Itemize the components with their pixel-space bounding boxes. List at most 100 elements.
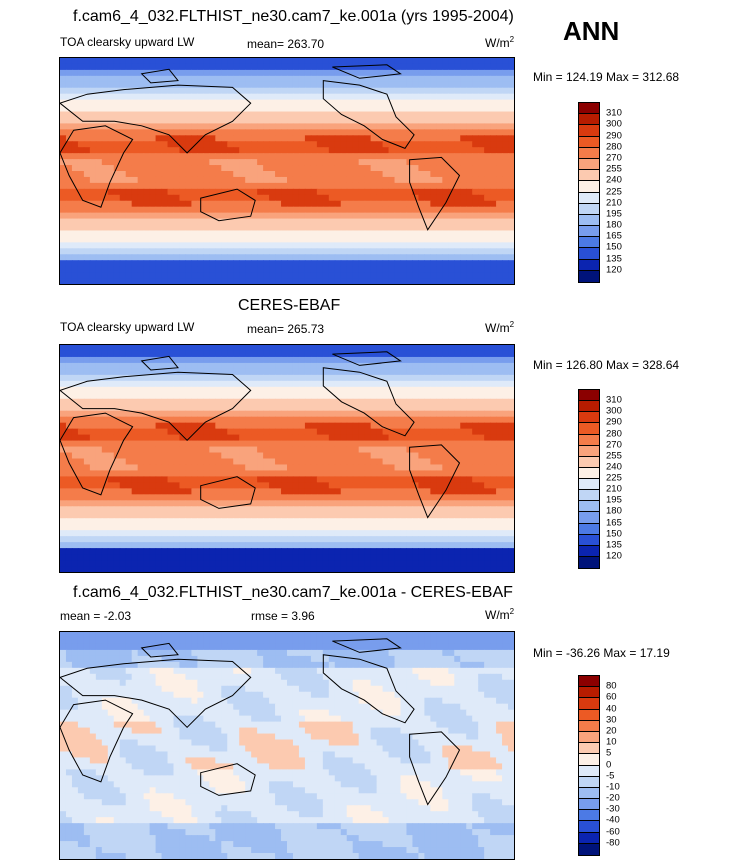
field-cell [65, 278, 73, 284]
field-cell [436, 165, 443, 172]
field-cell [436, 248, 443, 255]
field-cell [251, 404, 258, 412]
field-cell [454, 350, 461, 358]
field-cell [101, 422, 109, 430]
field-cell [376, 345, 384, 352]
field-cell [376, 482, 384, 489]
field-cell [310, 99, 318, 107]
field-cell [239, 153, 246, 160]
field-cell [484, 69, 491, 77]
field-cell [95, 416, 103, 424]
field-cell [101, 350, 109, 358]
field-cell [269, 63, 276, 71]
field-cell [370, 105, 378, 113]
field-cell [143, 386, 151, 394]
field-cell [233, 345, 240, 352]
field-cell [251, 93, 258, 101]
field-cell [95, 356, 103, 364]
field-cell [77, 506, 85, 513]
field-cell [328, 242, 336, 249]
field-cell [161, 176, 169, 184]
field-cell [173, 416, 181, 424]
field-cell [155, 242, 163, 249]
field-cell [203, 159, 210, 166]
field-cell [71, 345, 79, 352]
field-cell [179, 362, 187, 370]
field-cell [161, 63, 169, 71]
field-cell [227, 147, 234, 154]
field-cell [502, 176, 509, 184]
field-cell [215, 218, 222, 226]
field-cell [215, 416, 222, 424]
field-cell [310, 278, 318, 284]
field-cell [263, 75, 270, 83]
field-cell [287, 206, 294, 214]
field-cell [496, 482, 503, 489]
field-cell [454, 248, 461, 255]
field-cell [472, 236, 479, 243]
field-cell [418, 81, 425, 89]
field-cell [203, 171, 210, 178]
field-cell [352, 75, 360, 83]
field-cell [352, 159, 360, 166]
field-cell [388, 117, 396, 125]
field-cell [400, 254, 408, 261]
field-cell [281, 87, 288, 95]
field-cell [502, 171, 509, 178]
field-cell [89, 141, 97, 148]
field-cell [496, 345, 503, 352]
field-cell [119, 182, 127, 190]
field-cell [376, 392, 384, 400]
field-cell [352, 374, 360, 382]
field-cell [430, 171, 437, 178]
field-cell [71, 93, 79, 101]
field-cell [472, 254, 479, 261]
field-cell [358, 87, 366, 95]
field-cell [143, 159, 151, 166]
field-cell [197, 165, 204, 172]
field-cell [161, 182, 169, 190]
field-cell [60, 452, 67, 460]
field-cell [60, 410, 67, 418]
field-cell [287, 87, 294, 95]
field-cell [316, 452, 324, 460]
field-cell [346, 398, 354, 406]
field-cell [418, 99, 425, 107]
field-cell [478, 75, 485, 83]
field-cell [334, 410, 342, 418]
field-cell [484, 58, 491, 65]
field-cell [125, 272, 133, 279]
field-cell [430, 230, 437, 238]
field-cell [316, 404, 324, 412]
field-cell [412, 404, 420, 412]
field-cell [490, 81, 497, 89]
field-cell [436, 458, 443, 466]
field-cell [334, 135, 342, 142]
field-cell [466, 153, 473, 160]
field-cell [149, 176, 157, 184]
field-cell [251, 182, 258, 190]
field-cell [460, 482, 467, 489]
field-cell [364, 386, 372, 394]
field-cell [406, 242, 414, 249]
field-cell [65, 218, 73, 226]
field-cell [424, 452, 431, 460]
field-cell [478, 488, 485, 495]
field-cell [77, 159, 85, 166]
field-cell [460, 422, 467, 430]
field-cell [155, 159, 163, 166]
field-cell [95, 350, 103, 358]
field-cell [358, 374, 366, 382]
field-cell [358, 188, 366, 196]
field-cell [376, 224, 384, 232]
field-cell [197, 350, 204, 358]
field-cell [400, 153, 408, 160]
field-cell [424, 81, 431, 89]
field-cell [125, 345, 133, 352]
field-cell [167, 398, 175, 406]
field-cell [436, 87, 443, 95]
field-cell [125, 182, 133, 190]
field-cell [322, 230, 330, 238]
field-cell [478, 236, 485, 243]
field-cell [394, 356, 402, 364]
